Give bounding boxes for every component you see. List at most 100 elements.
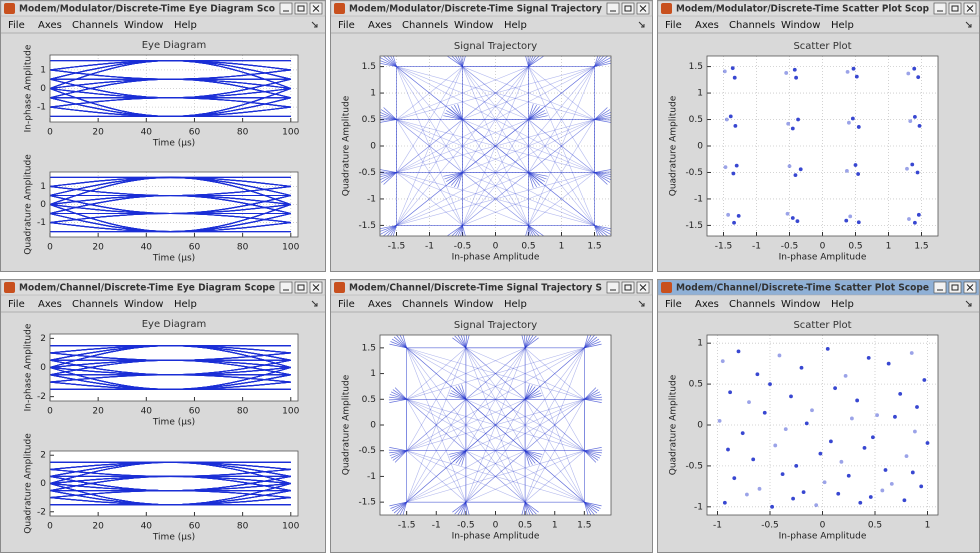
window-button[interactable] (279, 281, 293, 294)
x-tick-label: 0 (493, 242, 499, 252)
menu-item[interactable]: Axes (695, 299, 719, 310)
trajectory-spike (393, 336, 407, 349)
menu-item[interactable]: Help (831, 20, 854, 31)
window-title: Modem/Channel/Discrete-Time Eye Diagram … (19, 283, 275, 294)
menu-item[interactable]: Channels (72, 299, 118, 310)
menu-item[interactable]: Channels (72, 20, 118, 31)
menu-item[interactable]: File (338, 20, 355, 31)
scatter-point (814, 503, 819, 508)
scatter-point (855, 398, 860, 403)
trajectory-line (396, 66, 463, 120)
window-button[interactable] (279, 2, 293, 15)
trajectory-spike (584, 394, 602, 400)
menu-item[interactable]: Help (504, 299, 527, 310)
scatter-point (850, 416, 854, 421)
menu-item[interactable]: Help (504, 20, 527, 31)
trajectory-spike (457, 501, 467, 515)
x-tick-label: 40 (141, 522, 153, 532)
trajectory-spike (528, 112, 547, 120)
window-button[interactable] (933, 281, 947, 294)
y-tick-label: -2 (37, 392, 46, 402)
scatter-point (902, 498, 907, 503)
scatter-point (925, 441, 930, 445)
axes-frame (49, 171, 299, 238)
scatter-point (722, 500, 727, 505)
x-axis-label: In-phase Amplitude (452, 253, 540, 263)
close-icon (966, 284, 974, 291)
scatter-point (732, 75, 737, 80)
scatter-point (905, 166, 909, 171)
trajectory-spike (446, 172, 463, 182)
trajectory-spike (454, 172, 463, 188)
trajectory-spike (528, 115, 548, 120)
trajectory-spike (454, 335, 467, 349)
menu-item[interactable]: Window (124, 20, 163, 31)
menu-item[interactable]: Help (174, 20, 197, 31)
trajectory-line (396, 119, 595, 173)
menu-item[interactable]: Help (831, 299, 854, 310)
trajectory-line (406, 450, 526, 503)
trajectory-spike (594, 225, 611, 232)
menu-item[interactable]: Channels (729, 20, 775, 31)
trajectory-spike (524, 450, 533, 465)
trajectory-line (396, 119, 463, 226)
trajectory-spike (394, 387, 407, 400)
window-title: Modem/Channel/Discrete-Time Signal Traje… (349, 283, 602, 294)
window-button[interactable] (294, 281, 308, 294)
window-button[interactable] (294, 2, 308, 15)
y-tick-label: -1 (367, 472, 376, 482)
menu-item[interactable]: Window (454, 20, 493, 31)
window-button[interactable] (948, 281, 962, 294)
menu-item[interactable]: File (8, 299, 25, 310)
y-tick-label: -0.5 (358, 446, 376, 456)
menu-item[interactable]: Axes (38, 20, 62, 31)
window-button[interactable] (933, 2, 947, 15)
trajectory-spike (594, 172, 611, 178)
scatter-point (730, 66, 735, 71)
menu-item[interactable]: Window (781, 20, 820, 31)
trajectory-spike (462, 56, 464, 67)
menu-item[interactable]: Axes (695, 20, 719, 31)
trajectory-spike (392, 389, 407, 400)
axes-title: Signal Trajectory (454, 41, 537, 52)
trajectory-line (462, 172, 595, 226)
menu-item[interactable]: File (665, 20, 682, 31)
y-tick-label: 0 (40, 363, 46, 373)
window-button[interactable] (606, 2, 620, 15)
trajectory-line (528, 119, 595, 173)
trajectory-spike (383, 172, 397, 185)
menu-item[interactable]: Window (454, 299, 493, 310)
window-button[interactable] (606, 281, 620, 294)
trajectory-line (406, 347, 526, 503)
trajectory-line (528, 66, 595, 120)
scatter-point (787, 164, 792, 169)
menu-item[interactable]: Help (174, 299, 197, 310)
window-button[interactable] (948, 2, 962, 15)
trajectory-spike (584, 501, 595, 515)
plot-content (50, 461, 291, 506)
scatter-point (810, 408, 814, 413)
menu-item[interactable]: Window (124, 299, 163, 310)
menu-item[interactable]: Window (781, 299, 820, 310)
window-button[interactable] (621, 281, 635, 294)
menu-item[interactable]: File (338, 299, 355, 310)
menu-item[interactable]: Channels (729, 299, 775, 310)
menu-item[interactable]: Axes (38, 299, 62, 310)
menu-item[interactable]: Channels (402, 299, 448, 310)
menu-item[interactable]: File (8, 20, 25, 31)
menu-item[interactable]: File (665, 299, 682, 310)
axes-frame (49, 450, 299, 517)
menu-item[interactable]: Axes (368, 299, 392, 310)
trajectory-spike (392, 56, 397, 67)
trajectory-line (465, 450, 526, 503)
scatter-point (733, 123, 738, 128)
menu-item[interactable]: Channels (402, 20, 448, 31)
x-tick-label: 0 (47, 128, 53, 138)
trajectory-line (396, 119, 595, 226)
menu-item[interactable]: Axes (368, 20, 392, 31)
trajectory-line (462, 66, 529, 173)
window-button[interactable] (621, 2, 635, 15)
maximize-icon (951, 5, 959, 12)
scatter-point (747, 400, 751, 404)
trajectory-line (406, 347, 585, 451)
